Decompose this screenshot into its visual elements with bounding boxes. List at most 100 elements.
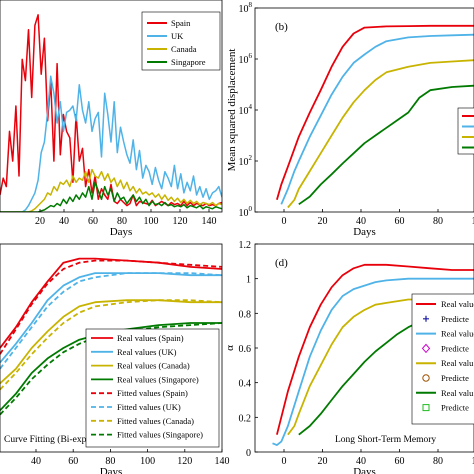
legend-label: Real values — [441, 329, 474, 339]
legend-label: Predicte — [441, 343, 469, 353]
x-tick-label: 80 — [433, 456, 443, 467]
x-axis-label: Days — [353, 466, 376, 474]
legend-box — [85, 328, 220, 448]
legend-label: Fitted values (Singapore) — [117, 430, 203, 440]
panel-a: 20 40 60 80 100 120 140 Days Spain UK Canada Singap… — [0, 0, 223, 238]
legend-label: Predicte — [441, 403, 469, 413]
x-tick-label: 10 — [472, 216, 474, 227]
series-line-fitted-values-canada- — [0, 299, 222, 391]
legend-box — [411, 293, 474, 425]
series-line-3 — [298, 84, 474, 206]
plot-frame — [254, 7, 474, 213]
y-axis-label: Mean squared displacement — [226, 49, 238, 172]
legend-label: Real values (Singapore) — [117, 374, 199, 384]
legend-label: UK — [171, 31, 184, 41]
legend-label: Real values (Canada) — [117, 361, 190, 371]
series-line-real-values-singapore- — [0, 322, 222, 412]
legend-label: Real values (UK) — [117, 347, 177, 357]
annotation: Long Short-Term Memory — [335, 435, 436, 445]
plot-frame — [0, 0, 223, 213]
series-line-fitted-values-uk- — [0, 272, 222, 370]
series-line-fitted-values-singapore- — [0, 322, 222, 416]
x-tick-label: 120 — [173, 216, 188, 227]
legend-label: Fitted values (Spain) — [117, 388, 188, 398]
x-tick-label: 0 — [282, 456, 287, 467]
x-tick-label: 80 — [105, 456, 115, 467]
x-axis-label: Days — [100, 466, 123, 474]
x-tick-label: 60 — [395, 456, 405, 467]
x-tick-label: 140 — [215, 456, 230, 467]
square-marker-icon — [422, 404, 430, 412]
x-tick-label: 40 — [59, 216, 69, 227]
legend-label: Predicte — [441, 373, 469, 383]
series-line-2 — [287, 59, 474, 209]
series-line-real-values — [276, 263, 474, 435]
y-tick-label: 100 — [239, 205, 253, 219]
panel-c: 40 60 80 100 120 140 Days Curve Fitting (Bi-exp… — [0, 243, 230, 474]
legend-label: Predicte — [441, 314, 469, 324]
series-line-0 — [276, 24, 474, 201]
legend-label: Fitted values (UK) — [117, 402, 181, 412]
series-line-real-values-spain- — [0, 257, 222, 349]
legend: Spain UK Canada Singapore — [141, 11, 221, 71]
x-tick-label: 20 — [318, 216, 328, 227]
x-tick-label: 10 — [472, 456, 474, 467]
x-tick-label: 100 — [140, 456, 155, 467]
panel-d: 0 20 40 60 80 10 Days 0 0.2 0.4 0.6 0.8 1 1.2 α (d) Long… — [224, 240, 474, 474]
y-tick-label: 1 — [246, 275, 251, 286]
legend-box — [457, 107, 474, 155]
legend-label: Real valu — [441, 388, 474, 398]
x-tick-label: 40 — [31, 456, 41, 467]
y-axis-label: α — [224, 345, 236, 351]
x-tick-label: 40 — [356, 456, 366, 467]
series-line-spain — [0, 14, 222, 207]
legend-label: Singapore — [171, 57, 206, 67]
y-tick-label: 0 — [246, 448, 251, 459]
panel-label: (d) — [275, 257, 288, 269]
legend-label: Fitted values (Canada) — [117, 416, 194, 426]
y-tick-label: 102 — [239, 154, 253, 168]
x-tick-label: 80 — [433, 216, 443, 227]
series-line-canada — [0, 168, 222, 212]
x-tick-label: 60 — [88, 216, 98, 227]
x-tick-label: 80 — [117, 216, 127, 227]
x-tick-label: 60 — [68, 456, 78, 467]
x-tick-label: 40 — [356, 216, 366, 227]
circle-marker-icon — [422, 374, 430, 382]
series-line-fitted-values-spain- — [0, 259, 222, 355]
x-axis-label: Days — [353, 226, 376, 238]
x-tick-label: 100 — [144, 216, 159, 227]
y-tick-label: 0.2 — [239, 413, 252, 424]
legend-label: Real values (Spain) — [117, 333, 184, 343]
legend: Real values (Spain) Real values (UK) Real … — [85, 328, 220, 448]
legend-label: Canada — [171, 44, 197, 54]
x-axis-label: Days — [110, 226, 133, 238]
x-tick-label: 20 — [318, 456, 328, 467]
series-line-singapore — [0, 181, 222, 212]
plus-marker-icon — [423, 315, 429, 322]
panel-b: 0 20 40 60 80 10 Days 100 102 104 106 108 Mean squar… — [226, 1, 474, 238]
y-tick-label: 1.2 — [239, 240, 252, 251]
legend-label: Real valu — [441, 358, 474, 368]
x-tick-label: 120 — [177, 456, 192, 467]
series-line-1 — [280, 33, 474, 205]
legend — [457, 107, 474, 155]
y-tick-label: 0.6 — [239, 344, 252, 355]
series-line-real-values — [272, 277, 474, 447]
annotation: Curve Fitting (Bi-exponential model) — [4, 434, 146, 445]
legend-box — [141, 11, 221, 71]
x-tick-label: 20 — [35, 216, 45, 227]
legend: Real values Predicte Real values Predicte Re… — [411, 293, 474, 425]
x-tick-label: 140 — [202, 216, 217, 227]
x-tick-label: 0 — [282, 216, 287, 227]
y-tick-label: 108 — [239, 1, 253, 15]
y-tick-label: 0.4 — [239, 379, 252, 390]
y-tick-label: 104 — [239, 103, 253, 117]
legend-label: Spain — [171, 18, 191, 28]
panel-label: (b) — [275, 21, 288, 33]
diamond-marker-icon — [421, 343, 431, 354]
legend-label: Real values — [441, 299, 474, 309]
y-tick-label: 106 — [239, 52, 253, 66]
x-tick-label: 60 — [395, 216, 405, 227]
